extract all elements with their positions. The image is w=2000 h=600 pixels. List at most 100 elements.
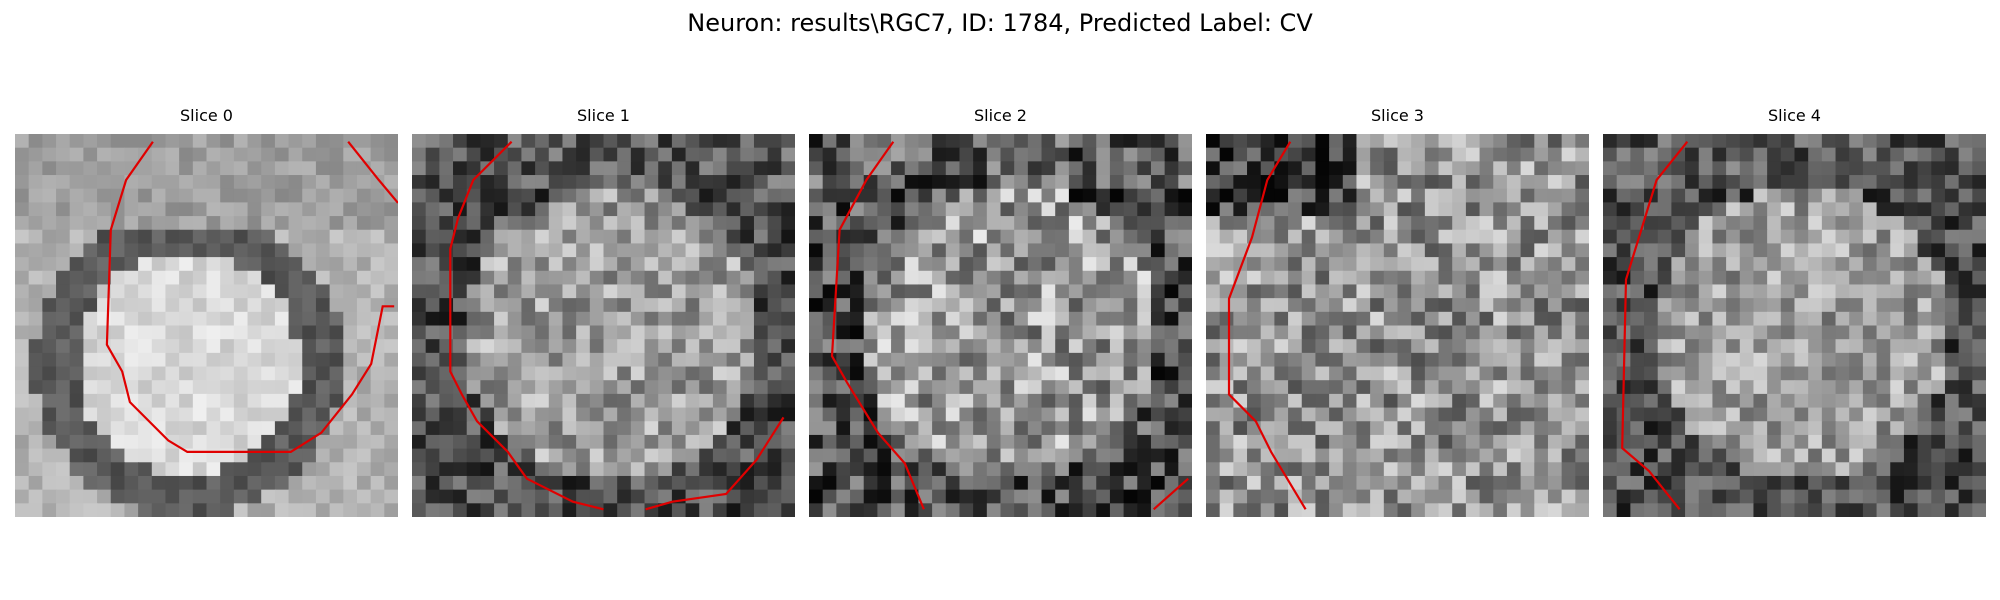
pixel-cell (15, 394, 29, 408)
pixel-cell (193, 271, 207, 285)
pixel-cell (604, 367, 618, 381)
pixel-cell (1534, 216, 1548, 230)
pixel-cell (768, 353, 782, 367)
pixel-cell (1877, 271, 1891, 285)
pixel-cell (439, 476, 453, 490)
pixel-cell (1110, 380, 1124, 394)
pixel-cell (1562, 202, 1576, 216)
pixel-cell (1972, 503, 1986, 517)
pixel-cell (357, 462, 371, 476)
pixel-cell (330, 243, 344, 257)
pixel-cell (823, 257, 837, 271)
pixel-cell (1083, 394, 1097, 408)
pixel-cell (275, 367, 289, 381)
pixel-cell (138, 230, 152, 244)
pixel-cell (877, 380, 891, 394)
pixel-cell (412, 408, 426, 422)
pixel-cell (1685, 230, 1699, 244)
pixel-cell (1877, 408, 1891, 422)
pixel-cell (1452, 435, 1466, 449)
pixel-cell (70, 476, 84, 490)
pixel-cell (316, 462, 330, 476)
pixel-cell (905, 189, 919, 203)
pixel-cell (1042, 312, 1056, 326)
pixel-cell (1795, 339, 1809, 353)
pixel-cell (179, 339, 193, 353)
pixel-cell (138, 490, 152, 504)
pixel-cell (1288, 230, 1302, 244)
pixel-cell (1699, 449, 1713, 463)
pixel-cell (1096, 148, 1110, 162)
pixel-cell (823, 408, 837, 422)
pixel-cell (658, 257, 672, 271)
pixel-cell (412, 490, 426, 504)
pixel-cell (1055, 257, 1069, 271)
pixel-cell (1069, 134, 1083, 148)
pixel-cell (836, 490, 850, 504)
pixel-cell (207, 367, 221, 381)
pixel-cell (535, 394, 549, 408)
pixel-cell (754, 380, 768, 394)
pixel-cell (1849, 380, 1863, 394)
pixel-cell (15, 134, 29, 148)
pixel-cell (1548, 271, 1562, 285)
pixel-cell (932, 161, 946, 175)
pixel-cell (1863, 189, 1877, 203)
pixel-cell (1918, 380, 1932, 394)
pixel-cell (1028, 380, 1042, 394)
pixel-cell (138, 353, 152, 367)
pixel-cell (494, 394, 508, 408)
pixel-cell (1603, 189, 1617, 203)
pixel-cell (42, 380, 56, 394)
pixel-cell (1562, 298, 1576, 312)
pixel-cell (713, 216, 727, 230)
pixel-cell (645, 189, 659, 203)
pixel-cell (932, 271, 946, 285)
pixel-cell (864, 202, 878, 216)
pixel-cell (1644, 271, 1658, 285)
pixel-cell (289, 462, 303, 476)
pixel-cell (590, 202, 604, 216)
pixel-cell (521, 298, 535, 312)
pixel-cell (1220, 216, 1234, 230)
pixel-cell (1069, 284, 1083, 298)
pixel-cell (1452, 490, 1466, 504)
pixel-cell (1904, 339, 1918, 353)
pixel-cell (1439, 339, 1453, 353)
pixel-cell (932, 284, 946, 298)
pixel-cell (275, 257, 289, 271)
pixel-cell (672, 476, 686, 490)
pixel-cell (1206, 298, 1220, 312)
pixel-cell (1247, 353, 1261, 367)
pixel-cell (1849, 435, 1863, 449)
pixel-cell (29, 175, 43, 189)
pixel-cell (1904, 230, 1918, 244)
pixel-cell (562, 380, 576, 394)
pixel-cell (1918, 161, 1932, 175)
pixel-cell (384, 367, 398, 381)
pixel-cell (29, 230, 43, 244)
pixel-cell (1945, 243, 1959, 257)
pixel-cell (1247, 490, 1261, 504)
pixel-cell (973, 462, 987, 476)
pixel-cell (959, 284, 973, 298)
pixel-cell (672, 298, 686, 312)
pixel-cell (1165, 462, 1179, 476)
pixel-cell (165, 380, 179, 394)
pixel-cell (932, 367, 946, 381)
pixel-cell (15, 148, 29, 162)
pixel-cell (1096, 421, 1110, 435)
pixel-cell (1110, 421, 1124, 435)
pixel-cell (1165, 202, 1179, 216)
pixel-cell (617, 271, 631, 285)
pixel-cell (1411, 462, 1425, 476)
pixel-cell (1890, 326, 1904, 340)
pixel-cell (426, 134, 440, 148)
pixel-cell (1110, 148, 1124, 162)
pixel-cell (562, 202, 576, 216)
pixel-cell (768, 394, 782, 408)
pixel-cell (1452, 202, 1466, 216)
pixel-cell (1220, 449, 1234, 463)
pixel-cell (289, 435, 303, 449)
pixel-cell (83, 161, 97, 175)
